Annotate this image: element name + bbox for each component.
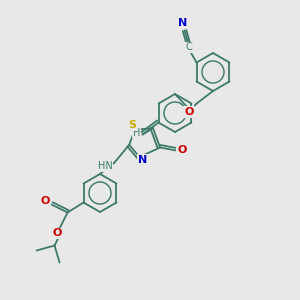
Text: O: O	[41, 196, 50, 206]
Text: H: H	[133, 128, 140, 137]
Text: O: O	[184, 107, 194, 117]
Text: HN: HN	[98, 161, 112, 171]
Text: N: N	[178, 19, 187, 28]
Text: C: C	[185, 43, 192, 52]
Text: N: N	[138, 155, 147, 165]
Text: O: O	[53, 229, 62, 238]
Text: S: S	[129, 120, 137, 130]
Text: O: O	[177, 146, 187, 155]
